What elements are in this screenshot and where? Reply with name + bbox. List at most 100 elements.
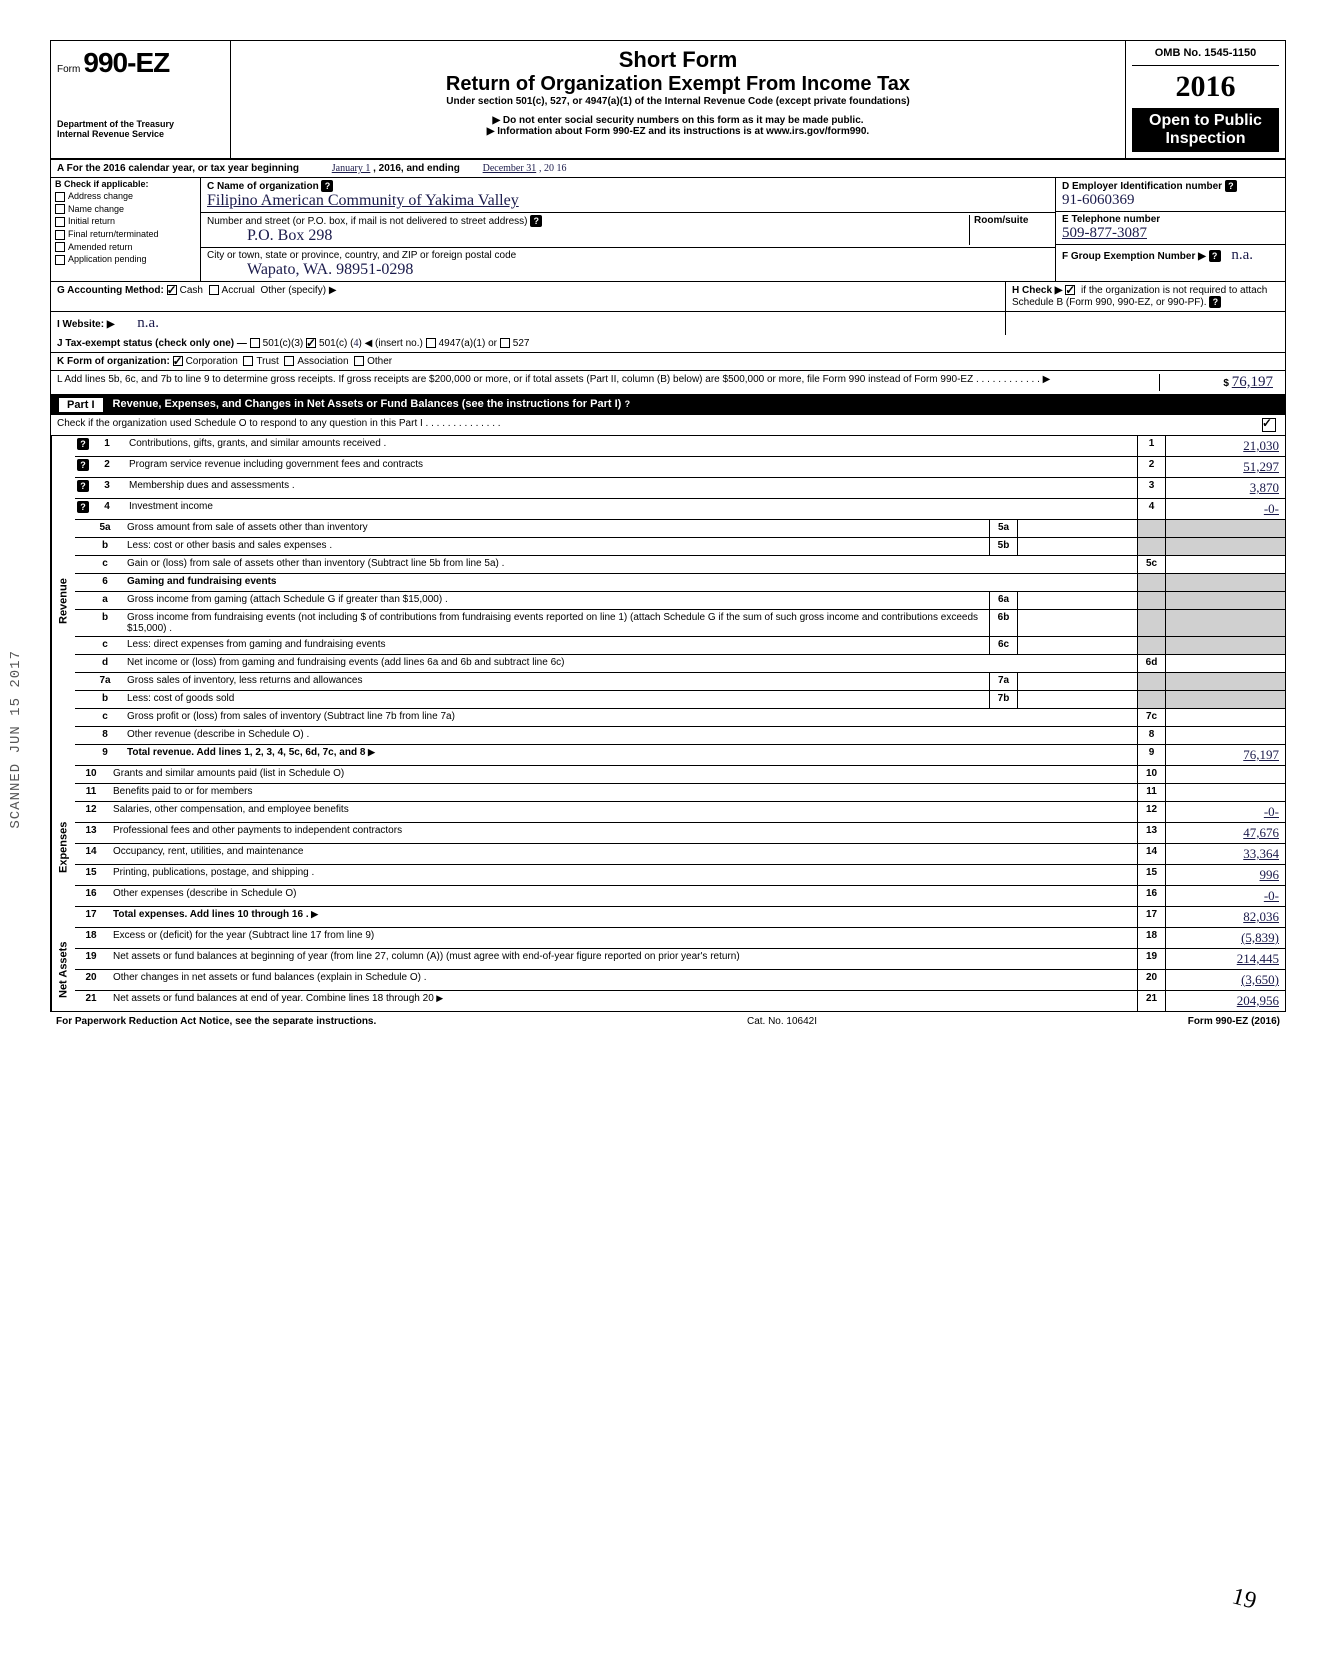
year-begin: January 1 <box>332 163 371 174</box>
line12-value: -0- <box>1165 802 1285 822</box>
section-def: D Employer Identification number ? 91-60… <box>1055 178 1285 281</box>
ein-value: 91-6060369 <box>1062 192 1135 208</box>
revenue-label: Revenue <box>51 436 75 766</box>
line1-value: 21,030 <box>1165 436 1285 456</box>
form-number: 990-EZ <box>83 47 169 78</box>
cb-address-change[interactable] <box>55 192 65 202</box>
dept-irs: Internal Revenue Service <box>57 129 224 139</box>
line9-value: 76,197 <box>1165 745 1285 765</box>
scanned-stamp: SCANNED JUN 15 2017 <box>8 650 24 829</box>
help-icon: ? <box>77 501 89 513</box>
line21-value: 204,956 <box>1165 991 1285 1011</box>
row-l: L Add lines 5b, 6c, and 7b to line 9 to … <box>51 371 1285 395</box>
cb-trust[interactable] <box>243 356 253 366</box>
identity-block: B Check if applicable: Address change Na… <box>51 178 1285 282</box>
year-end: December 31 <box>483 163 537 174</box>
form-footer: For Paperwork Reduction Act Notice, see … <box>50 1012 1286 1031</box>
cb-initial-return[interactable] <box>55 217 65 227</box>
line3-value: 3,870 <box>1165 478 1285 498</box>
section-b: B Check if applicable: Address change Na… <box>51 178 201 281</box>
cb-other-org[interactable] <box>354 356 364 366</box>
cb-501c[interactable] <box>306 338 316 348</box>
row-gh: G Accounting Method: Cash Accrual Other … <box>51 282 1285 312</box>
org-address: P.O. Box 298 <box>247 227 332 244</box>
return-title: Return of Organization Exempt From Incom… <box>241 73 1115 96</box>
help-icon: ? <box>77 459 89 471</box>
subtitle: Under section 501(c), 527, or 4947(a)(1)… <box>241 96 1115 107</box>
row-j: J Tax-exempt status (check only one) — 5… <box>51 335 1285 353</box>
footer-left: For Paperwork Reduction Act Notice, see … <box>56 1016 376 1027</box>
section-c-label: C Name of organization <box>207 181 319 192</box>
org-city: Wapato, WA. 98951-0298 <box>247 261 413 278</box>
group-exemption: n.a. <box>1231 247 1253 263</box>
expenses-section: Expenses 10Grants and similar amounts pa… <box>51 766 1285 928</box>
city-label: City or town, state or province, country… <box>207 250 516 261</box>
cb-amended[interactable] <box>55 242 65 252</box>
section-j-label: J Tax-exempt status (check only one) — <box>57 338 247 349</box>
form-990ez: Form 990-EZ Department of the Treasury I… <box>50 40 1286 1012</box>
cb-corporation[interactable] <box>173 356 183 366</box>
cb-501c3[interactable] <box>250 338 260 348</box>
cb-schedule-o[interactable] <box>1262 418 1276 432</box>
footer-form: Form 990-EZ (2016) <box>1188 1016 1280 1027</box>
warning-ssn: ▶ Do not enter social security numbers o… <box>241 115 1115 126</box>
short-form-label: Short Form <box>241 47 1115 73</box>
net-assets-section: Net Assets 18Excess or (deficit) for the… <box>51 928 1285 1011</box>
help-icon: ? <box>77 438 89 450</box>
part1-title: Revenue, Expenses, and Changes in Net As… <box>113 398 622 412</box>
cb-final-return[interactable] <box>55 230 65 240</box>
form-prefix: Form <box>57 64 80 75</box>
line13-value: 47,676 <box>1165 823 1285 843</box>
website-value: n.a. <box>137 315 159 331</box>
part1-check-row: Check if the organization used Schedule … <box>51 415 1285 436</box>
revenue-section: Revenue ?1Contributions, gifts, grants, … <box>51 436 1285 766</box>
net-assets-label: Net Assets <box>51 928 75 1011</box>
cb-cash[interactable] <box>167 285 177 295</box>
cb-schedule-b[interactable] <box>1065 285 1075 295</box>
cb-app-pending[interactable] <box>55 255 65 265</box>
section-h-label: H Check ▶ <box>1012 285 1062 296</box>
help-icon: ? <box>530 215 542 227</box>
omb-number: OMB No. 1545-1150 <box>1132 47 1279 66</box>
line18-value: (5,839) <box>1165 928 1285 948</box>
section-k-label: K Form of organization: <box>57 356 170 367</box>
section-f-label: F Group Exemption Number ▶ <box>1062 251 1206 262</box>
section-c: C Name of organization ? Filipino Americ… <box>201 178 1055 281</box>
cb-association[interactable] <box>284 356 294 366</box>
expenses-label: Expenses <box>51 766 75 928</box>
phone-value: 509-877-3087 <box>1062 225 1147 241</box>
org-name: Filipino American Community of Yakima Va… <box>207 192 519 209</box>
help-icon: ? <box>1209 296 1221 308</box>
year-mid: , 2016, and ending <box>373 163 460 174</box>
help-icon: ? <box>1225 180 1237 192</box>
section-l-text: L Add lines 5b, 6c, and 7b to line 9 to … <box>57 374 1159 391</box>
cb-accrual[interactable] <box>209 285 219 295</box>
row-a-label: A For the 2016 calendar year, or tax yea… <box>57 163 299 174</box>
line16-value: -0- <box>1165 886 1285 906</box>
line2-value: 51,297 <box>1165 457 1285 477</box>
page-number: 19 <box>1229 1583 1259 1615</box>
section-d-label: D Employer Identification number <box>1062 181 1222 192</box>
dept-treasury: Department of the Treasury <box>57 119 224 129</box>
row-a-tax-year: A For the 2016 calendar year, or tax yea… <box>51 160 1285 178</box>
section-e-label: E Telephone number <box>1062 214 1160 225</box>
tax-year: 2016 <box>1132 70 1279 104</box>
cb-4947[interactable] <box>426 338 436 348</box>
line14-value: 33,364 <box>1165 844 1285 864</box>
part1-label: Part I <box>59 398 103 412</box>
part1-header: Part I Revenue, Expenses, and Changes in… <box>51 395 1285 415</box>
line17-value: 82,036 <box>1165 907 1285 927</box>
part1-check-text: Check if the organization used Schedule … <box>57 418 501 432</box>
cb-name-change[interactable] <box>55 204 65 214</box>
footer-catalog: Cat. No. 10642I <box>747 1016 817 1027</box>
line19-value: 214,445 <box>1165 949 1285 969</box>
open-to-public: Open to Public Inspection <box>1132 108 1279 152</box>
section-g-label: G Accounting Method: <box>57 285 164 296</box>
cb-527[interactable] <box>500 338 510 348</box>
addr-label: Number and street (or P.O. box, if mail … <box>207 216 528 227</box>
warning-info: ▶ Information about Form 990-EZ and its … <box>241 126 1115 137</box>
row-k: K Form of organization: Corporation Trus… <box>51 353 1285 371</box>
section-b-label: B Check if applicable: <box>51 178 200 190</box>
form-header: Form 990-EZ Department of the Treasury I… <box>51 41 1285 160</box>
help-icon: ? <box>1209 250 1221 262</box>
